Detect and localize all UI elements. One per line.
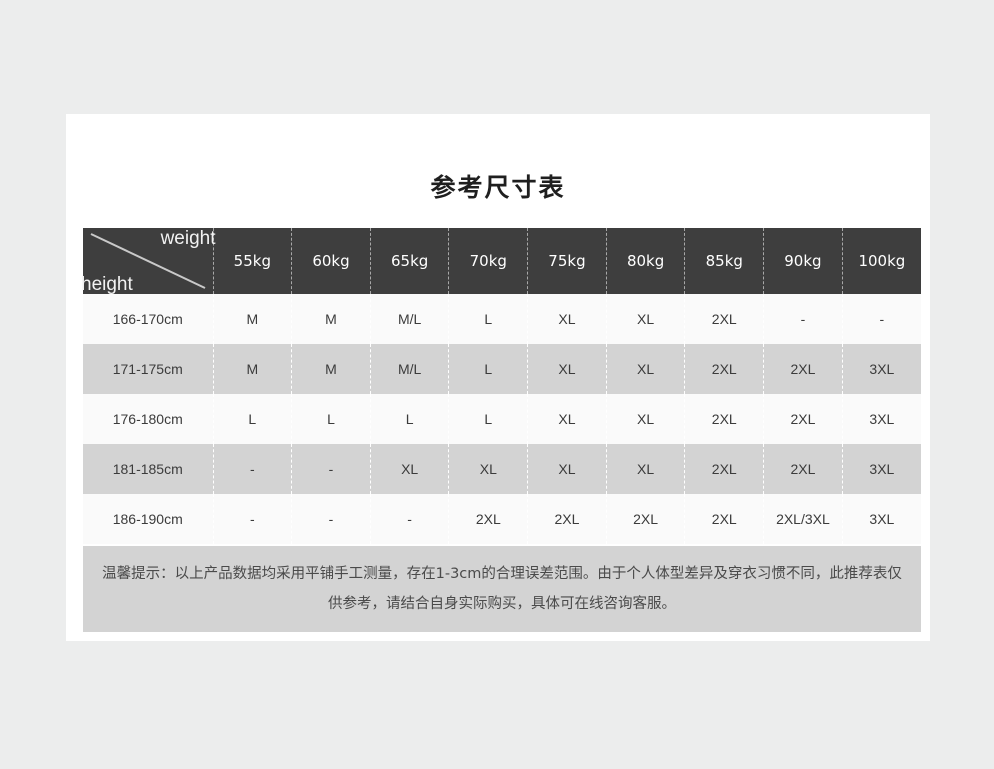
size-cell: M/L <box>370 294 450 344</box>
column-header-55kg: 55kg <box>213 228 293 294</box>
size-cell: 2XL <box>684 294 765 344</box>
size-cell: - <box>213 444 293 494</box>
size-cell: L <box>448 394 529 444</box>
size-cell: 3XL <box>842 494 921 544</box>
size-cell: - <box>291 444 371 494</box>
corner-header-cell: weight height <box>81 228 216 295</box>
column-header-70kg: 70kg <box>448 228 529 294</box>
column-header-80kg: 80kg <box>606 228 686 294</box>
size-cell: XL <box>527 394 607 444</box>
size-cell: L <box>370 394 450 444</box>
size-chart-note: 温馨提示：以上产品数据均采用平铺手工测量，存在1-3cm的合理误差范围。由于个人… <box>83 546 921 632</box>
column-header-85kg: 85kg <box>684 228 765 294</box>
size-cell: 2XL <box>763 394 843 444</box>
page-title: 参考尺寸表 <box>430 173 566 202</box>
size-cell: 2XL <box>684 494 765 544</box>
column-header-65kg: 65kg <box>370 228 450 294</box>
size-cell: L <box>448 294 529 344</box>
size-cell: 2XL <box>763 444 843 494</box>
size-cell: XL <box>606 294 686 344</box>
size-cell: L <box>448 344 529 394</box>
table-row: 181-185cm - - XL XL XL XL 2XL 2XL 3XL <box>83 444 921 494</box>
size-cell: XL <box>370 444 450 494</box>
size-chart-table: weight height 55kg 60kg 65kg 70kg 75kg 8… <box>81 228 921 544</box>
size-cell: - <box>842 294 921 344</box>
row-height-label: 171-175cm <box>83 344 214 394</box>
header-row: weight height 55kg 60kg 65kg 70kg 75kg 8… <box>81 228 921 295</box>
size-cell: 3XL <box>842 444 921 494</box>
row-height-label: 166-170cm <box>83 294 214 344</box>
size-cell: M <box>291 344 371 394</box>
size-cell: 2XL <box>606 494 686 544</box>
table-row: 186-190cm - - - 2XL 2XL 2XL 2XL 2XL/3XL … <box>83 494 921 544</box>
size-cell: M <box>291 294 371 344</box>
column-header-75kg: 75kg <box>527 228 607 294</box>
size-cell: 2XL <box>684 344 765 394</box>
row-height-label: 181-185cm <box>83 444 214 494</box>
table-header: weight height 55kg 60kg 65kg 70kg 75kg 8… <box>81 228 921 295</box>
row-height-label: 176-180cm <box>83 394 214 444</box>
size-cell: - <box>370 494 450 544</box>
column-header-90kg: 90kg <box>763 228 843 294</box>
size-cell: XL <box>606 344 686 394</box>
size-cell: XL <box>527 294 607 344</box>
size-cell: M <box>213 294 293 344</box>
column-header-60kg: 60kg <box>291 228 371 294</box>
column-header-100kg: 100kg <box>842 228 921 294</box>
table-body: 166-170cm M M M/L L XL XL 2XL - - 171-17… <box>83 294 921 544</box>
size-cell: 2XL <box>763 344 843 394</box>
size-cell: 2XL <box>448 494 529 544</box>
table-row: 166-170cm M M M/L L XL XL 2XL - - <box>83 294 921 344</box>
size-cell: 2XL <box>684 394 765 444</box>
size-cell: XL <box>448 444 529 494</box>
size-cell: XL <box>527 344 607 394</box>
size-cell: 2XL <box>684 444 765 494</box>
size-cell: - <box>213 494 293 544</box>
corner-weight-label: weight <box>160 228 216 249</box>
size-cell: 3XL <box>842 394 921 444</box>
size-cell: - <box>763 294 843 344</box>
size-cell: - <box>291 494 371 544</box>
table-row: 171-175cm M M M/L L XL XL 2XL 2XL 3XL <box>83 344 921 394</box>
size-cell: 3XL <box>842 344 921 394</box>
size-chart-card: 参考尺寸表 weight height 55kg 60kg 65kg 70kg … <box>66 114 930 641</box>
size-cell: L <box>291 394 371 444</box>
table-row: 176-180cm L L L L XL XL 2XL 2XL 3XL <box>83 394 921 444</box>
size-cell: 2XL <box>527 494 607 544</box>
note-text: 温馨提示：以上产品数据均采用平铺手工测量，存在1-3cm的合理误差范围。由于个人… <box>102 566 902 612</box>
size-cell: M/L <box>370 344 450 394</box>
size-cell: M <box>213 344 293 394</box>
row-height-label: 186-190cm <box>83 494 214 544</box>
size-cell: XL <box>606 444 686 494</box>
size-cell: XL <box>606 394 686 444</box>
size-cell: XL <box>527 444 607 494</box>
size-cell: L <box>213 394 293 444</box>
corner-height-label: height <box>81 274 133 295</box>
size-cell: 2XL/3XL <box>763 494 843 544</box>
